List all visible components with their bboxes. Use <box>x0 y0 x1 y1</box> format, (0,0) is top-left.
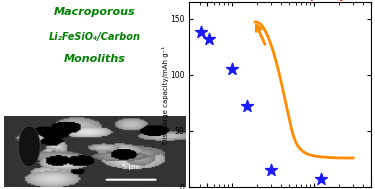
Bar <box>4 117 186 187</box>
Text: 5 μm: 5 μm <box>122 164 140 170</box>
Point <box>268 169 274 172</box>
Bar <box>4 2 186 117</box>
Point <box>318 178 324 181</box>
Text: Li₂FeSiO₄/Carbon: Li₂FeSiO₄/Carbon <box>49 32 141 42</box>
Ellipse shape <box>18 126 40 167</box>
Point <box>229 68 235 71</box>
Text: Monoliths: Monoliths <box>64 54 126 64</box>
Title: Pore Size vs.  Capacity: Pore Size vs. Capacity <box>214 0 346 1</box>
Text: Macroporous: Macroporous <box>54 7 135 17</box>
Point <box>206 37 212 40</box>
Y-axis label: Discharge capacity/mAh g⁻¹: Discharge capacity/mAh g⁻¹ <box>162 45 169 144</box>
Point <box>243 105 249 108</box>
Point <box>198 31 204 34</box>
